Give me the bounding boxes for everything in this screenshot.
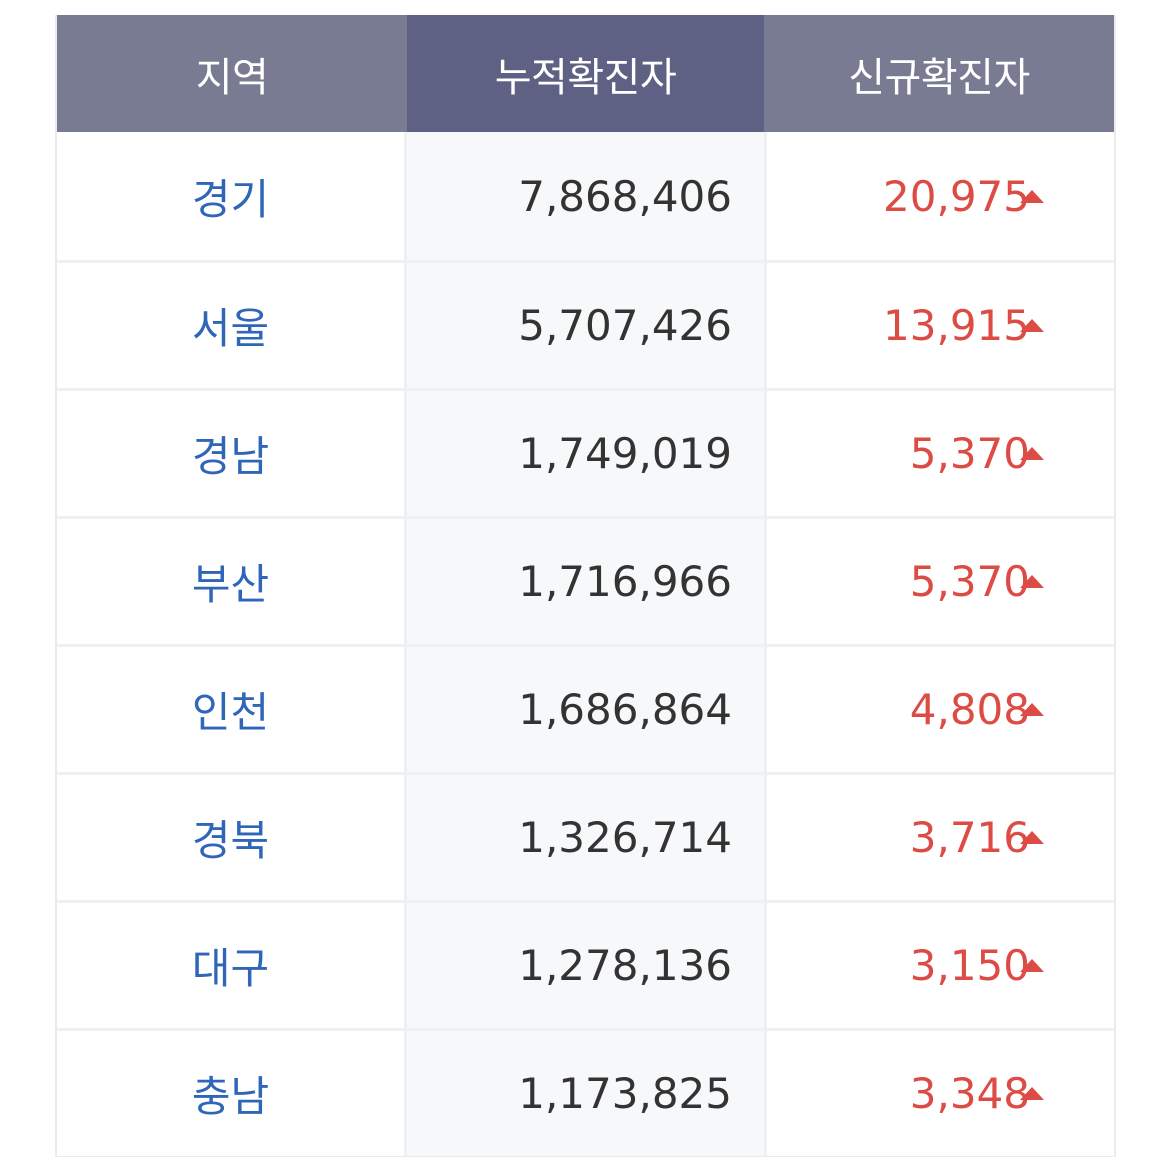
cumulative-cases-cell: 1,686,864 (407, 647, 764, 772)
new-cases-value: 4,808 (909, 685, 1030, 734)
up-triangle-icon (1020, 319, 1044, 332)
cumulative-cases-cell: 1,173,825 (407, 1031, 764, 1156)
region-cell[interactable]: 경남 (57, 391, 407, 516)
new-cases-cell: 3,716 (764, 775, 1114, 900)
covid-region-table: 지역 누적확진자 신규확진자 경기 7,868,406 20,975 서울 5,707,… (55, 15, 1116, 1157)
new-cases-cell: 5,370 (764, 391, 1114, 516)
region-cell[interactable]: 경기 (57, 132, 407, 260)
table-header: 지역 누적확진자 신규확진자 (57, 15, 1114, 132)
new-cases-cell: 20,975 (764, 132, 1114, 260)
up-triangle-icon (1020, 1087, 1044, 1100)
table-row[interactable]: 경남 1,749,019 5,370 (57, 388, 1114, 516)
new-cases-cell: 3,348 (764, 1031, 1114, 1156)
new-cases-value: 5,370 (909, 429, 1030, 478)
cumulative-cases-cell: 5,707,426 (407, 263, 764, 388)
table-row[interactable]: 인천 1,686,864 4,808 (57, 644, 1114, 772)
region-cell[interactable]: 충남 (57, 1031, 407, 1156)
table-row[interactable]: 부산 1,716,966 5,370 (57, 516, 1114, 644)
new-cases-value: 3,716 (909, 813, 1030, 862)
table-row[interactable]: 대구 1,278,136 3,150 (57, 900, 1114, 1028)
up-triangle-icon (1020, 189, 1044, 203)
cumulative-cases-cell: 1,326,714 (407, 775, 764, 900)
region-cell[interactable]: 대구 (57, 903, 407, 1028)
up-triangle-icon (1020, 831, 1044, 844)
up-triangle-icon (1020, 575, 1044, 588)
table-row[interactable]: 충남 1,173,825 3,348 (57, 1028, 1114, 1156)
new-cases-value: 3,348 (909, 1069, 1030, 1118)
cumulative-cases-cell: 1,749,019 (407, 391, 764, 516)
new-cases-value: 20,975 (883, 171, 1030, 221)
new-cases-value: 5,370 (909, 557, 1030, 606)
header-new-cases[interactable]: 신규확진자 (764, 15, 1114, 132)
table-row[interactable]: 경기 7,868,406 20,975 (57, 132, 1114, 260)
new-cases-value: 3,150 (909, 941, 1030, 990)
new-cases-cell: 3,150 (764, 903, 1114, 1028)
new-cases-value: 13,915 (883, 301, 1030, 350)
new-cases-cell: 5,370 (764, 519, 1114, 644)
new-cases-cell: 4,808 (764, 647, 1114, 772)
region-cell[interactable]: 인천 (57, 647, 407, 772)
cumulative-cases-cell: 1,716,966 (407, 519, 764, 644)
table-row[interactable]: 서울 5,707,426 13,915 (57, 260, 1114, 388)
up-triangle-icon (1020, 703, 1044, 716)
region-cell[interactable]: 경북 (57, 775, 407, 900)
region-cell[interactable]: 서울 (57, 263, 407, 388)
header-region[interactable]: 지역 (57, 15, 407, 132)
up-triangle-icon (1020, 959, 1044, 972)
region-cell[interactable]: 부산 (57, 519, 407, 644)
header-cumulative[interactable]: 누적확진자 (407, 15, 764, 132)
cumulative-cases-cell: 7,868,406 (407, 132, 764, 260)
up-triangle-icon (1020, 447, 1044, 460)
table-row[interactable]: 경북 1,326,714 3,716 (57, 772, 1114, 900)
new-cases-cell: 13,915 (764, 263, 1114, 388)
cumulative-cases-cell: 1,278,136 (407, 903, 764, 1028)
